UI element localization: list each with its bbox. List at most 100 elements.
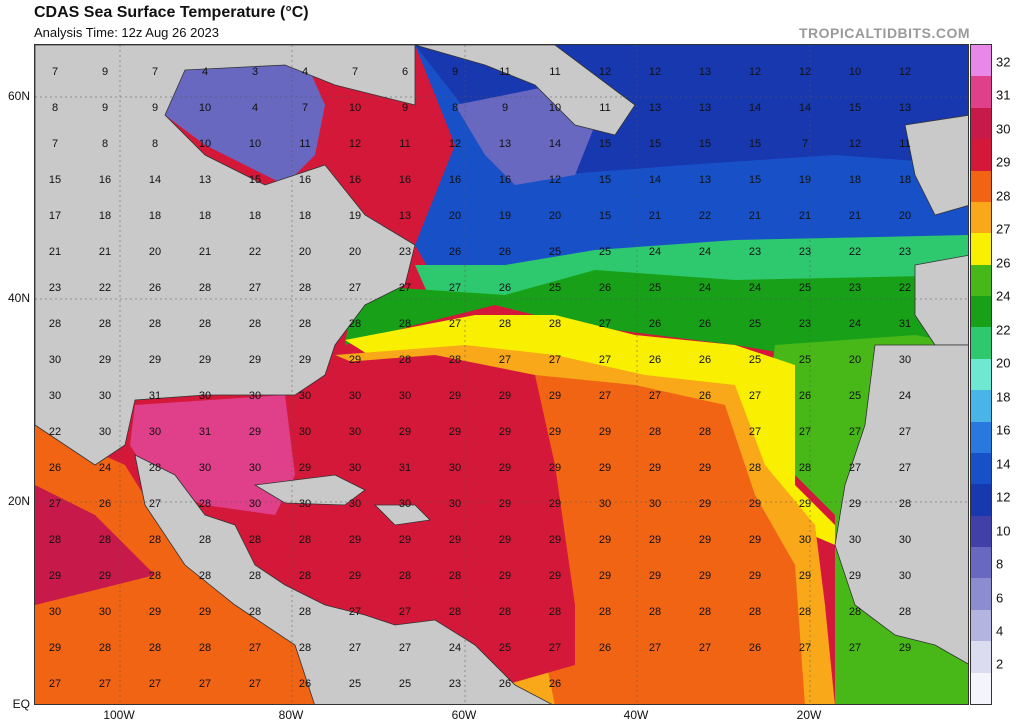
sst-value: 30 — [799, 534, 811, 546]
sst-value: 23 — [449, 678, 461, 690]
sst-value: 29 — [799, 570, 811, 582]
sst-value: 27 — [799, 642, 811, 654]
sst-value: 29 — [99, 354, 111, 366]
sst-value: 29 — [899, 642, 911, 654]
sst-value: 28 — [549, 606, 561, 618]
colorbar-label: 26 — [996, 255, 1011, 271]
sst-value: 27 — [349, 606, 361, 618]
sst-value: 28 — [199, 318, 211, 330]
hispaniola-land — [374, 504, 431, 526]
sst-value: 28 — [199, 570, 211, 582]
sst-value: 29 — [549, 498, 561, 510]
colorbar-segment — [971, 358, 991, 391]
sst-value: 15 — [249, 174, 261, 186]
colorbar-segment — [971, 452, 991, 485]
sst-value: 26 — [699, 354, 711, 366]
sst-value: 28 — [899, 498, 911, 510]
sst-value: 29 — [849, 570, 861, 582]
sst-value: 11 — [399, 138, 410, 150]
sst-value: 24 — [749, 282, 761, 294]
sst-value: 27 — [149, 498, 161, 510]
eastern-pacific — [35, 425, 315, 704]
sst-value: 29 — [699, 570, 711, 582]
sst-value: 10 — [549, 102, 561, 114]
sst-value: 29 — [849, 498, 861, 510]
cool-band — [415, 235, 968, 310]
sst-value: 10 — [199, 102, 211, 114]
sst-value: 29 — [749, 534, 761, 546]
sst-value: 30 — [299, 498, 311, 510]
sst-value: 8 — [102, 138, 108, 150]
sst-value: 12 — [899, 66, 911, 78]
sst-value: 30 — [249, 462, 261, 474]
sst-value: 27 — [199, 678, 211, 690]
lat-label-eq: EQ — [12, 697, 30, 711]
sst-value: 18 — [849, 174, 861, 186]
sst-value: 26 — [649, 354, 661, 366]
colorbar-label: 30 — [996, 121, 1011, 137]
sst-value: 22 — [699, 210, 711, 222]
sst-value: 26 — [799, 390, 811, 402]
sst-value: 29 — [549, 534, 561, 546]
sst-value: 7 — [352, 66, 358, 78]
sst-value: 22 — [849, 246, 861, 258]
colorbar-segment — [971, 327, 991, 360]
sst-value: 29 — [599, 534, 611, 546]
sst-value: 28 — [149, 534, 161, 546]
sst-value: 21 — [849, 210, 861, 222]
sst-value: 27 — [149, 678, 161, 690]
sst-value: 22 — [99, 282, 111, 294]
sst-value: 21 — [49, 246, 61, 258]
sst-value: 12 — [349, 138, 361, 150]
sst-value: 30 — [299, 390, 311, 402]
sst-value: 22 — [899, 282, 911, 294]
colorbar-segment — [971, 609, 991, 642]
sst-value: 29 — [299, 354, 311, 366]
sst-value-labels: 7 9 7 4 3 4 7 6 9 11 11 12 12 13 12 12 10 12 8 9 9 10 4 7 10 9 8 9 1… — [49, 66, 911, 690]
sst-value: 26 — [649, 318, 661, 330]
lat-label-40n: 40N — [7, 291, 30, 305]
sst-value: 12 — [449, 138, 461, 150]
sst-value: 29 — [249, 426, 261, 438]
pacific-warm-patch — [35, 485, 155, 605]
sst-value: 17 — [49, 210, 61, 222]
sst-value: 28 — [799, 606, 811, 618]
sst-value: 27 — [699, 642, 711, 654]
sst-value: 28 — [449, 570, 461, 582]
sst-value: 29 — [349, 570, 361, 582]
sst-value: 29 — [699, 534, 711, 546]
sst-value: 28 — [99, 534, 111, 546]
sst-value: 29 — [99, 570, 111, 582]
sst-value: 30 — [849, 534, 861, 546]
sst-value: 9 — [102, 102, 108, 114]
sst-value: 10 — [849, 66, 861, 78]
sst-value: 26 — [749, 642, 761, 654]
sst-value: 27 — [899, 462, 911, 474]
sst-value: 29 — [599, 426, 611, 438]
sst-value: 7 — [52, 66, 58, 78]
sst-value: 13 — [649, 102, 661, 114]
sst-value: 30 — [899, 570, 911, 582]
sst-value: 30 — [199, 390, 211, 402]
sst-value: 27 — [449, 282, 461, 294]
sst-value: 14 — [149, 174, 161, 186]
sst-value: 30 — [349, 498, 361, 510]
temperature-colorbar — [970, 44, 992, 705]
sst-value: 29 — [399, 426, 411, 438]
sst-value: 14 — [549, 138, 561, 150]
colorbar-label: 14 — [996, 456, 1011, 472]
sst-value: 28 — [99, 318, 111, 330]
sst-value: 28 — [49, 318, 61, 330]
sst-value: 29 — [499, 534, 511, 546]
sst-value: 12 — [649, 66, 661, 78]
north-america-land — [35, 45, 416, 466]
sst-value: 27 — [49, 498, 61, 510]
sst-value: 23 — [749, 246, 761, 258]
sst-value: 31 — [399, 462, 411, 474]
sst-value: 11 — [599, 102, 610, 114]
sst-value: 27 — [249, 678, 261, 690]
sst-value: 28 — [199, 642, 211, 654]
sst-value: 12 — [599, 66, 611, 78]
sst-value: 29 — [649, 570, 661, 582]
sst-value: 13 — [399, 210, 411, 222]
